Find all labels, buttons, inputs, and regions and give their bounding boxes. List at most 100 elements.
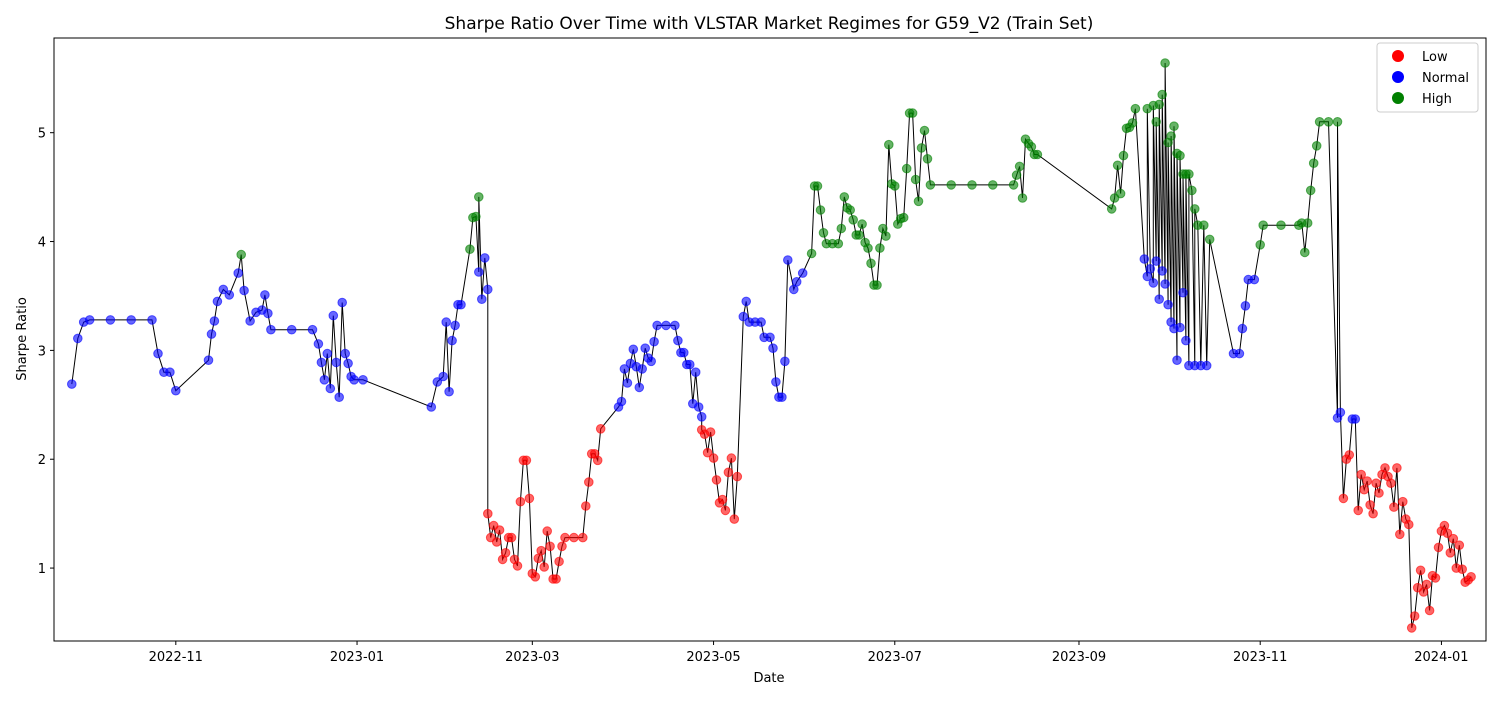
point-high <box>465 244 475 254</box>
point-normal <box>444 386 454 397</box>
point-normal <box>84 315 95 325</box>
point-high <box>845 205 856 215</box>
point-normal <box>780 356 790 367</box>
y-tick-label: 4 <box>38 236 46 251</box>
point-normal <box>1240 301 1251 311</box>
point-low <box>506 532 517 543</box>
point-normal <box>474 267 484 277</box>
point-high <box>1115 188 1126 199</box>
point-high <box>967 180 977 190</box>
point-normal <box>1160 279 1170 289</box>
point-low <box>1365 500 1375 510</box>
point-high <box>1190 204 1200 214</box>
point-normal <box>266 324 276 335</box>
point-high <box>988 180 998 190</box>
point-low <box>512 561 523 571</box>
point-low <box>726 453 737 463</box>
point-normal <box>245 316 255 326</box>
point-high <box>919 125 930 136</box>
legend-label-high: High <box>1422 92 1452 107</box>
point-high <box>1154 99 1164 110</box>
point-normal <box>1175 322 1185 333</box>
point-normal <box>286 324 297 335</box>
point-normal <box>649 336 659 347</box>
point-normal <box>325 383 336 394</box>
point-high <box>1276 220 1286 230</box>
point-low <box>1404 519 1414 530</box>
point-low <box>483 508 493 519</box>
point-low <box>536 545 547 556</box>
point-normal <box>224 290 235 300</box>
point-high <box>1308 158 1319 168</box>
point-high <box>890 181 900 191</box>
point-high <box>812 181 823 191</box>
point-normal <box>358 375 368 385</box>
y-tick-label: 3 <box>38 344 46 359</box>
point-high <box>815 205 826 215</box>
point-low <box>1424 605 1435 616</box>
point-high <box>1332 117 1343 127</box>
point-normal <box>690 367 701 378</box>
point-high <box>1032 149 1043 160</box>
point-normal <box>741 296 752 307</box>
x-tick-label: 2024-01 <box>1414 650 1468 665</box>
point-normal <box>477 294 487 305</box>
point-normal <box>670 320 680 331</box>
point-normal <box>1249 274 1260 285</box>
point-low <box>1338 493 1349 504</box>
point-high <box>1014 161 1025 172</box>
point-low <box>723 467 734 478</box>
point-normal <box>456 299 466 310</box>
legend-label-low: Low <box>1422 50 1448 65</box>
point-normal <box>765 332 775 343</box>
point-low <box>1398 496 1408 507</box>
point-normal <box>771 377 781 387</box>
point-normal <box>239 285 249 296</box>
point-normal <box>696 412 707 422</box>
y-tick-label: 1 <box>38 562 46 577</box>
x-tick-label: 2023-03 <box>505 650 559 665</box>
point-high <box>907 108 918 118</box>
point-low <box>1395 529 1405 540</box>
point-low <box>1457 564 1467 575</box>
point-normal <box>1178 287 1188 298</box>
point-normal <box>337 297 348 308</box>
point-normal <box>685 359 695 370</box>
point-low <box>711 475 722 485</box>
x-axis-title: Date <box>753 671 784 686</box>
point-low <box>545 541 555 552</box>
point-normal <box>206 329 217 339</box>
point-high <box>1204 234 1215 245</box>
y-tick-label: 2 <box>38 453 46 468</box>
point-normal <box>331 357 342 368</box>
point-high <box>875 243 885 253</box>
x-tick-label: 2023-01 <box>330 650 384 665</box>
point-high <box>839 192 850 202</box>
point-low <box>1442 528 1453 539</box>
point-normal <box>73 333 83 344</box>
point-normal <box>1335 407 1346 418</box>
point-normal <box>313 339 324 349</box>
point-high <box>1160 58 1170 68</box>
point-high <box>1305 185 1316 196</box>
point-normal <box>1181 335 1191 346</box>
point-normal <box>165 367 175 378</box>
point-low <box>1374 488 1384 498</box>
point-high <box>848 215 859 225</box>
point-normal <box>768 343 778 354</box>
point-low <box>1386 478 1396 489</box>
point-low <box>1344 450 1355 460</box>
point-normal <box>1154 294 1164 305</box>
point-high <box>1323 117 1334 127</box>
point-normal <box>426 402 437 412</box>
point-normal <box>126 315 136 325</box>
point-high <box>1300 247 1310 258</box>
point-high <box>946 180 957 190</box>
point-normal <box>334 392 345 403</box>
point-low <box>1421 579 1432 590</box>
point-high <box>1112 160 1123 171</box>
point-high <box>806 248 817 259</box>
point-normal <box>209 316 220 326</box>
point-low <box>717 494 728 505</box>
point-normal <box>693 402 704 412</box>
